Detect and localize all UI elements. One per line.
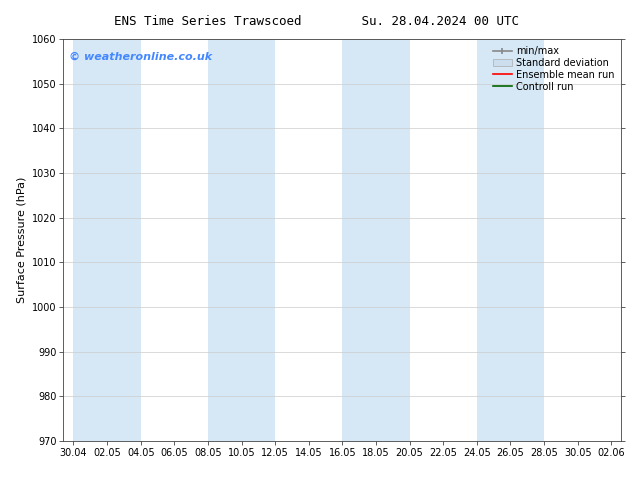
Bar — [342, 39, 410, 441]
Text: ENS Time Series Trawscoed        Su. 28.04.2024 00 UTC: ENS Time Series Trawscoed Su. 28.04.2024… — [115, 15, 519, 28]
Bar — [477, 39, 544, 441]
Bar — [208, 39, 275, 441]
Text: © weatheronline.co.uk: © weatheronline.co.uk — [69, 51, 212, 61]
Y-axis label: Surface Pressure (hPa): Surface Pressure (hPa) — [16, 177, 26, 303]
Bar — [74, 39, 141, 441]
Legend: min/max, Standard deviation, Ensemble mean run, Controll run: min/max, Standard deviation, Ensemble me… — [489, 42, 618, 96]
